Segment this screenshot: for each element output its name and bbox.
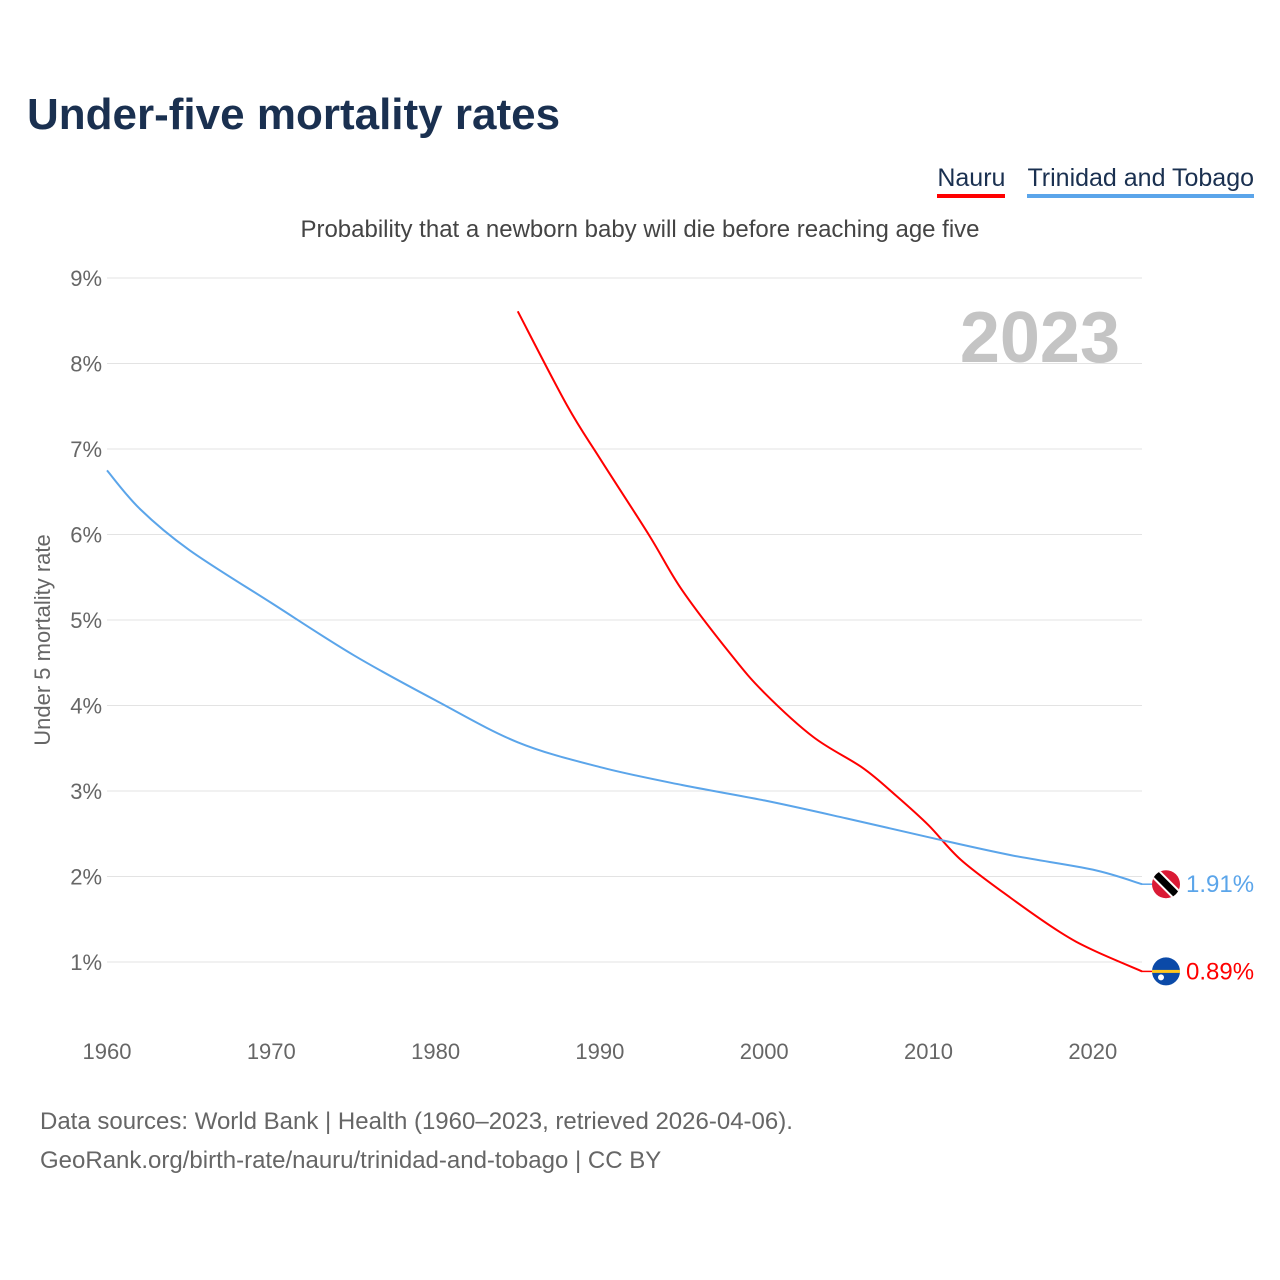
y-tick-label: 9%	[70, 266, 102, 291]
data-sources: Data sources: World Bank | Health (1960–…	[40, 1108, 793, 1135]
x-tick-label: 1960	[83, 1039, 132, 1064]
y-tick-label: 3%	[70, 779, 102, 804]
end-value-label: 0.89%	[1186, 958, 1254, 985]
year-label: 2023	[960, 298, 1120, 378]
y-tick-label: 4%	[70, 694, 102, 719]
y-tick-label: 1%	[70, 950, 102, 975]
y-tick-label: 7%	[70, 437, 102, 462]
trinidad-and-tobago-flag-icon	[1152, 870, 1180, 899]
y-tick-label: 8%	[70, 352, 102, 377]
series-line-trinidad-and-tobago	[106, 469, 1143, 886]
y-axis-label: Under 5 mortality rate	[30, 534, 55, 746]
end-value-label: 1.91%	[1186, 871, 1254, 898]
x-tick-label: 1970	[247, 1039, 296, 1064]
chart-subtitle: Probability that a newborn baby will die…	[300, 216, 980, 243]
x-tick-label: 2020	[1068, 1039, 1117, 1064]
x-tick-label: 2000	[740, 1039, 789, 1064]
series-line-nauru	[516, 310, 1143, 973]
y-tick-label: 6%	[70, 523, 102, 548]
credit: GeoRank.org/birth-rate/nauru/trinidad-an…	[40, 1147, 662, 1174]
x-tick-label: 1980	[411, 1039, 460, 1064]
x-tick-label: 2010	[904, 1039, 953, 1064]
legend-nauru[interactable]: Nauru	[937, 164, 1006, 198]
nauru-flag-icon	[1152, 957, 1180, 986]
legend: Nauru Trinidad and Tobago	[937, 164, 1254, 198]
y-tick-label: 2%	[70, 865, 102, 890]
legend-trinidad-and-tobago[interactable]: Trinidad and Tobago	[1027, 164, 1254, 198]
x-tick-label: 1990	[575, 1039, 624, 1064]
chart-area: 1% 2% 3% 4% 5% 6% 7% 8% 9% 1960 1970 1980 1990 2000 20…	[30, 266, 1254, 1064]
chart-title: Under-five mortality rates	[27, 90, 561, 139]
y-tick-label: 5%	[70, 608, 102, 633]
